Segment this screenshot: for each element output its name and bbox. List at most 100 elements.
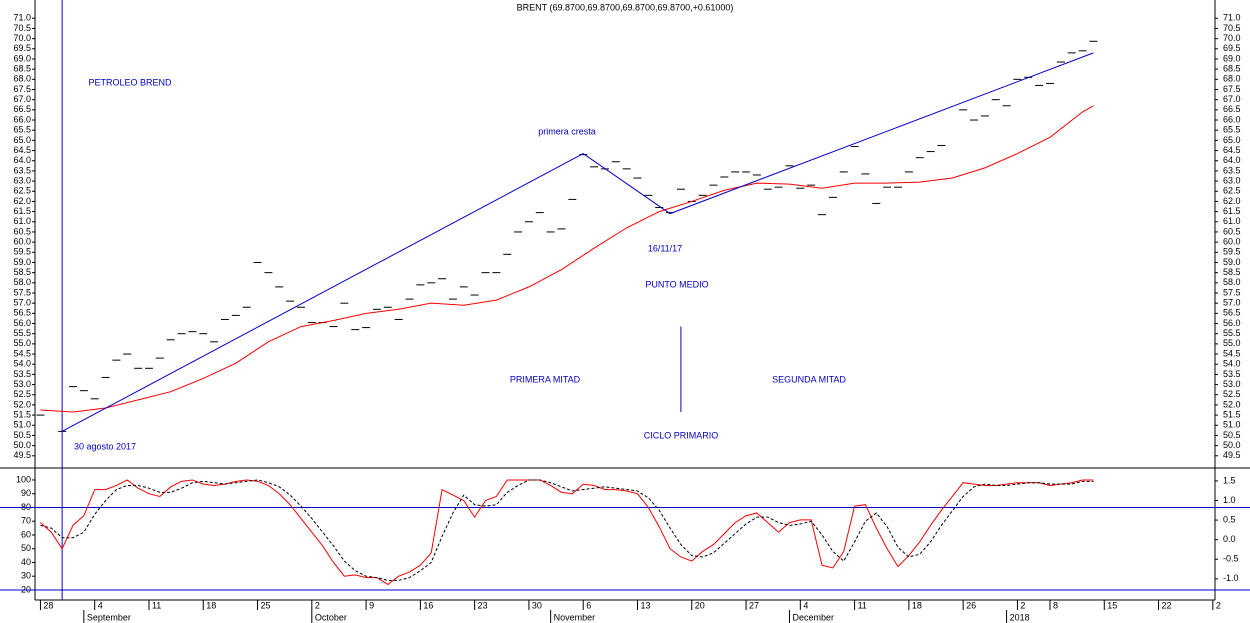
series-line — [40, 105, 1094, 413]
annotation: PETROLEO BREND — [88, 77, 172, 87]
y-tick-label: 63.0 — [13, 175, 31, 185]
y-tick-label-right: 55.0 — [1223, 338, 1241, 348]
y-tick-label-right: 65.5 — [1223, 125, 1241, 135]
y-tick-label: 52.0 — [13, 399, 31, 409]
y2-tick-label: 1.0 — [1223, 495, 1236, 505]
y-tick-label: 55.5 — [13, 328, 31, 338]
x-tick-label: 30 — [532, 600, 542, 610]
annotation: CICLO PRIMARIO — [644, 430, 719, 440]
y-tick-label: 57.0 — [13, 298, 31, 308]
y-tick-label-right: 50.0 — [1223, 440, 1241, 450]
y-tick-label: 60.5 — [13, 226, 31, 236]
y-tick-label-right: 66.5 — [1223, 104, 1241, 114]
x-tick-label: 13 — [640, 600, 650, 610]
y-tick-label: 50 — [21, 543, 31, 553]
series-line — [61, 52, 1094, 432]
y-tick-label-right: 62.0 — [1223, 196, 1241, 206]
y-tick-label: 50.5 — [13, 430, 31, 440]
y-tick-label: 53.0 — [13, 379, 31, 389]
x-tick-label: 4 — [98, 600, 103, 610]
x-tick-label: 2 — [315, 600, 320, 610]
y-tick-label-right: 52.0 — [1223, 399, 1241, 409]
y2-tick-label: 0.5 — [1223, 514, 1236, 524]
y-tick-label-right: 60.0 — [1223, 236, 1241, 246]
month-label: 2018 — [1010, 612, 1030, 622]
y-tick-label-right: 64.0 — [1223, 155, 1241, 165]
y-tick-label-right: 51.5 — [1223, 409, 1241, 419]
y-tick-label-right: 57.5 — [1223, 287, 1241, 297]
x-tick-label: 6 — [586, 600, 591, 610]
y-tick-label-right: 63.5 — [1223, 165, 1241, 175]
x-tick-label: 18 — [206, 600, 216, 610]
y-tick-label-right: 69.0 — [1223, 53, 1241, 63]
x-tick-label: 15 — [1107, 600, 1117, 610]
x-tick-label: 26 — [966, 600, 976, 610]
month-label: October — [315, 612, 347, 622]
y2-tick-label: 0.0 — [1223, 534, 1236, 544]
y-tick-label-right: 54.5 — [1223, 348, 1241, 358]
annotation: 30 agosto 2017 — [74, 441, 136, 451]
x-tick-label: 25 — [261, 600, 271, 610]
y-tick-label: 65.0 — [13, 135, 31, 145]
y-tick-label: 69.5 — [13, 43, 31, 53]
y-tick-label-right: 58.5 — [1223, 267, 1241, 277]
y-tick-label: 67.0 — [13, 94, 31, 104]
y-tick-label: 55.0 — [13, 338, 31, 348]
y-tick-label-right: 66.0 — [1223, 114, 1241, 124]
y-tick-label-right: 65.0 — [1223, 135, 1241, 145]
x-tick-label: 22 — [1162, 600, 1172, 610]
y-tick-label-right: 54.0 — [1223, 359, 1241, 369]
y-tick-label-right: 58.0 — [1223, 277, 1241, 287]
y-tick-label: 65.5 — [13, 125, 31, 135]
y-tick-label: 56.0 — [13, 318, 31, 328]
month-label: November — [554, 612, 596, 622]
y-tick-label-right: 59.0 — [1223, 257, 1241, 267]
y2-tick-label: 1.5 — [1223, 475, 1236, 485]
y-tick-label: 58.0 — [13, 277, 31, 287]
y-tick-label: 90 — [21, 488, 31, 498]
y-tick-label: 54.0 — [13, 359, 31, 369]
y-tick-label: 70.5 — [13, 23, 31, 33]
y-tick-label-right: 67.5 — [1223, 84, 1241, 94]
month-label: December — [792, 612, 834, 622]
y-tick-label: 57.5 — [13, 287, 31, 297]
y-tick-label: 53.5 — [13, 369, 31, 379]
y-tick-label-right: 56.5 — [1223, 308, 1241, 318]
y-tick-label: 61.5 — [13, 206, 31, 216]
y-tick-label: 66.5 — [13, 104, 31, 114]
y-tick-label: 51.5 — [13, 409, 31, 419]
y-tick-label-right: 57.0 — [1223, 298, 1241, 308]
y-tick-label: 62.5 — [13, 186, 31, 196]
y-tick-label: 20 — [21, 584, 31, 594]
y2-tick-label: -0.5 — [1223, 554, 1239, 564]
y-tick-label-right: 61.5 — [1223, 206, 1241, 216]
month-label: September — [87, 612, 131, 622]
x-tick-label: 16 — [423, 600, 433, 610]
x-tick-label: 18 — [912, 600, 922, 610]
annotation: 16/11/17 — [648, 243, 682, 253]
series-line — [40, 479, 1094, 586]
y-tick-label-right: 62.5 — [1223, 186, 1241, 196]
y-tick-label: 100 — [16, 474, 31, 484]
y-tick-label: 50.0 — [13, 440, 31, 450]
y-tick-label: 66.0 — [13, 114, 31, 124]
y-tick-label: 56.5 — [13, 308, 31, 318]
y-tick-label-right: 67.0 — [1223, 94, 1241, 104]
y-tick-label: 49.5 — [13, 450, 31, 460]
y-tick-label: 59.5 — [13, 247, 31, 257]
y-tick-label-right: 70.0 — [1223, 33, 1241, 43]
y-tick-label-right: 55.5 — [1223, 328, 1241, 338]
y-tick-label-right: 59.5 — [1223, 247, 1241, 257]
y-tick-label: 60 — [21, 529, 31, 539]
x-tick-label: 2 — [1020, 600, 1025, 610]
y-tick-label: 70.0 — [13, 33, 31, 43]
y-tick-label-right: 69.5 — [1223, 43, 1241, 53]
y-tick-label-right: 51.0 — [1223, 420, 1241, 430]
x-tick-label: 2 — [1216, 600, 1221, 610]
y-tick-label: 40 — [21, 557, 31, 567]
x-tick-label: 8 — [1053, 600, 1058, 610]
y-tick-label: 70 — [21, 516, 31, 526]
y-tick-label-right: 52.5 — [1223, 389, 1241, 399]
